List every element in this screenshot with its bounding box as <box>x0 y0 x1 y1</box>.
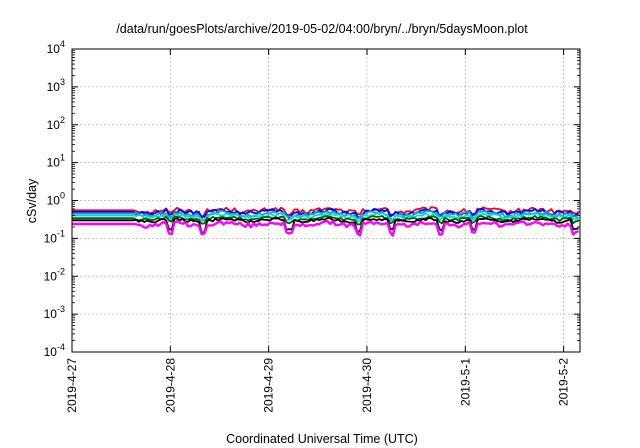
series-line-4 <box>72 212 579 223</box>
x-tick-label: 2019-5-1 <box>458 358 472 406</box>
y-tick-label: 104 <box>47 39 65 56</box>
y-tick-label: 10-4 <box>44 342 65 359</box>
y-tick-label: 10-1 <box>44 228 65 245</box>
x-tick-label: 2019-4-28 <box>163 358 177 413</box>
series-line-5 <box>72 215 579 226</box>
y-tick-label: 101 <box>47 153 65 170</box>
y-tick-label: 103 <box>47 77 65 94</box>
series-group <box>72 206 580 237</box>
x-tick-label: 2019-4-27 <box>65 358 79 413</box>
series-line-1 <box>72 206 579 219</box>
y-tick-label: 10-2 <box>44 266 65 283</box>
x-tick-label: 2019-5-2 <box>557 358 571 406</box>
y-tick-label: 102 <box>47 115 65 132</box>
x-axis: 2019-4-27 2019-4-28 2019-4-29 2019-4-30 2019… <box>65 49 571 413</box>
grid <box>72 49 580 352</box>
series-line-2 <box>72 208 580 219</box>
x-axis-title: Coordinated Universal Time (UTC) <box>226 432 418 446</box>
y-tick-label: 100 <box>47 191 65 208</box>
y-tick-label: 10-3 <box>44 304 65 321</box>
x-tick-label: 2019-4-29 <box>262 358 276 413</box>
series-line-7 <box>72 219 580 237</box>
x-tick-label: 2019-4-30 <box>360 358 374 413</box>
chart-title: /data/run/goesPlots/archive/2019-05-02/0… <box>116 22 528 36</box>
y-axis-title: cSv/day <box>25 178 39 223</box>
